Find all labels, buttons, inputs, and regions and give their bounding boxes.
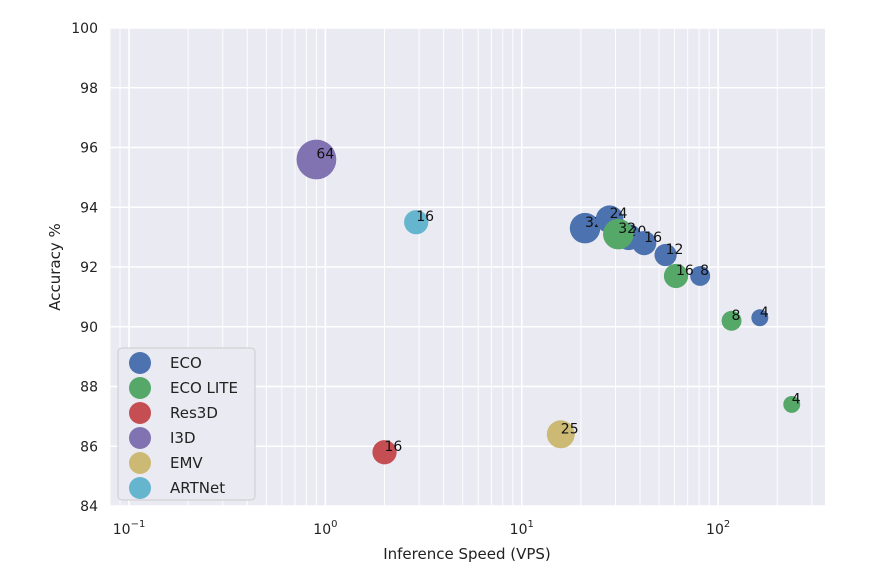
legend-marker (129, 427, 151, 449)
legend-entry: ECO LITE (170, 379, 238, 397)
x-tick-labels: 10−1 100 101 102 (113, 519, 731, 538)
legend-marker (129, 477, 151, 499)
point-eco-lite (603, 218, 634, 250)
point-eco (632, 230, 657, 256)
x-tick-label: 102 (706, 519, 730, 538)
x-tick-base: 10 (510, 522, 528, 538)
x-tick-exponent: −1 (131, 519, 146, 530)
legend-entry: ARTNet (170, 479, 225, 497)
x-tick-label: 101 (510, 519, 534, 538)
legend-entry: ECO (170, 354, 202, 372)
x-tick-base: 10 (313, 522, 331, 538)
x-axis-label: Inference Speed (VPS) (383, 545, 551, 563)
point-label: 64 (316, 146, 334, 162)
x-tick-base: 10 (113, 522, 131, 538)
point-eco (654, 243, 677, 267)
x-tick-exponent: 1 (528, 519, 534, 530)
point-res3d (372, 440, 397, 465)
legend-entry: Res3D (170, 404, 218, 422)
legend: ECO ECO LITE Res3D I3D EMV ARTNet (117, 347, 256, 501)
point-label: 8 (732, 308, 741, 324)
point-eco (751, 309, 769, 327)
point-label: 8 (700, 263, 709, 279)
legend-entry: I3D (170, 429, 196, 447)
point-i3d (296, 139, 337, 180)
point-label: 12 (666, 242, 684, 258)
point-label: 25 (561, 421, 579, 437)
y-tick-labels: 84 86 88 90 92 94 96 98 100 (71, 21, 98, 515)
legend-marker (129, 377, 151, 399)
y-tick-label: 84 (80, 499, 98, 515)
x-tick-label: 10−1 (113, 519, 146, 538)
legend-marker (129, 352, 151, 374)
point-eco (569, 212, 601, 244)
y-tick-label: 94 (80, 200, 98, 216)
point-label: 16 (385, 439, 403, 455)
point-eco-lite (721, 310, 742, 331)
point-label: 32 (618, 221, 636, 237)
y-tick-label: 92 (80, 260, 98, 276)
y-tick-label: 100 (71, 21, 98, 37)
point-label: 16 (416, 209, 434, 225)
x-tick-label: 100 (313, 519, 337, 538)
point-label: 4 (792, 391, 801, 407)
point-label: 4 (760, 305, 769, 321)
point-eco-lite (663, 263, 689, 289)
legend-entry: EMV (170, 454, 203, 472)
point-label: 24 (610, 206, 628, 222)
point-eco-lite (783, 395, 801, 413)
y-tick-label: 98 (80, 81, 98, 97)
point-eco (690, 265, 711, 286)
y-tick-label: 90 (80, 320, 98, 336)
x-tick-exponent: 0 (331, 519, 337, 530)
x-tick-base: 10 (706, 522, 724, 538)
y-tick-label: 88 (80, 380, 98, 396)
point-emv (546, 420, 575, 449)
y-axis-label: Accuracy % (46, 223, 64, 311)
y-tick-label: 86 (80, 439, 98, 455)
legend-frame (117, 347, 256, 501)
point-artnet (404, 210, 429, 235)
legend-marker (129, 402, 151, 424)
point-label: 16 (676, 263, 694, 279)
point-label: 16 (644, 230, 662, 246)
x-tick-exponent: 2 (724, 519, 730, 530)
y-tick-label: 96 (80, 141, 98, 157)
legend-marker (129, 452, 151, 474)
